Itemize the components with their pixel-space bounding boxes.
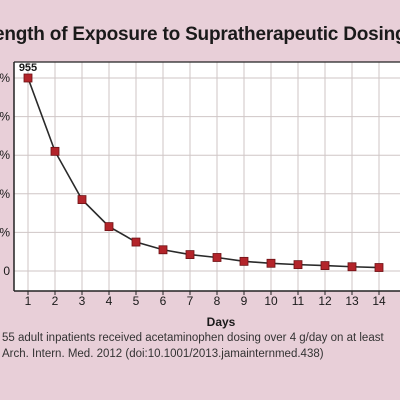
data-point: [158, 245, 168, 255]
x-tick-label: 7: [187, 294, 194, 308]
x-tick-label: 11: [292, 294, 305, 308]
data-point: [347, 262, 357, 272]
data-point: [239, 256, 249, 266]
data-point: [104, 222, 114, 232]
data-point: [131, 237, 141, 247]
x-tick-label: 4: [106, 294, 113, 308]
series: [23, 73, 384, 272]
data-point: [212, 253, 222, 262]
data-point: [266, 258, 276, 268]
data-point: [50, 146, 60, 156]
x-tick-label: 8: [214, 294, 221, 308]
series-line: [27, 77, 380, 269]
chart-title: ength of Exposure to Supratherapeutic Do…: [0, 24, 400, 45]
y-tick-label: %: [0, 71, 10, 85]
y-tick-label: %: [0, 110, 10, 124]
data-point: [185, 250, 195, 259]
axes: [13, 61, 400, 295]
x-tick-label: 13: [345, 294, 359, 308]
tick-labels: 1 2 3 4 5 6 7 8 9 10 11 12 13 14%%%%%0: [0, 71, 386, 308]
plot-area: [14, 62, 400, 291]
annotations: 955: [19, 62, 37, 74]
x-tick-label: 2: [52, 294, 59, 308]
x-tick-label: 10: [264, 294, 278, 308]
y-tick-label: %: [0, 148, 10, 162]
x-tick-label: 3: [79, 294, 86, 308]
x-tick-label: 9: [241, 294, 248, 308]
data-point: [320, 261, 330, 270]
x-tick-label: 1: [25, 294, 32, 308]
x-tick-label: 6: [160, 294, 167, 308]
data-point: [77, 195, 87, 204]
data-point: [23, 73, 33, 83]
data-point: [293, 260, 303, 270]
data-point: [374, 263, 384, 272]
x-tick-label: 5: [133, 294, 140, 308]
y-tick-label: %: [0, 187, 10, 201]
data-label: 955: [19, 62, 37, 74]
caption-line-2: Arch. Intern. Med. 2012 (doi:10.1001/201…: [2, 348, 324, 360]
x-tick-label: 14: [372, 294, 386, 308]
x-axis-label: Days: [207, 315, 236, 329]
y-tick-label: %: [0, 225, 10, 239]
x-tick-label: 12: [318, 294, 332, 308]
caption-line-1: 55 adult inpatients received acetaminoph…: [2, 332, 384, 344]
y-tick-label: 0: [3, 264, 10, 278]
